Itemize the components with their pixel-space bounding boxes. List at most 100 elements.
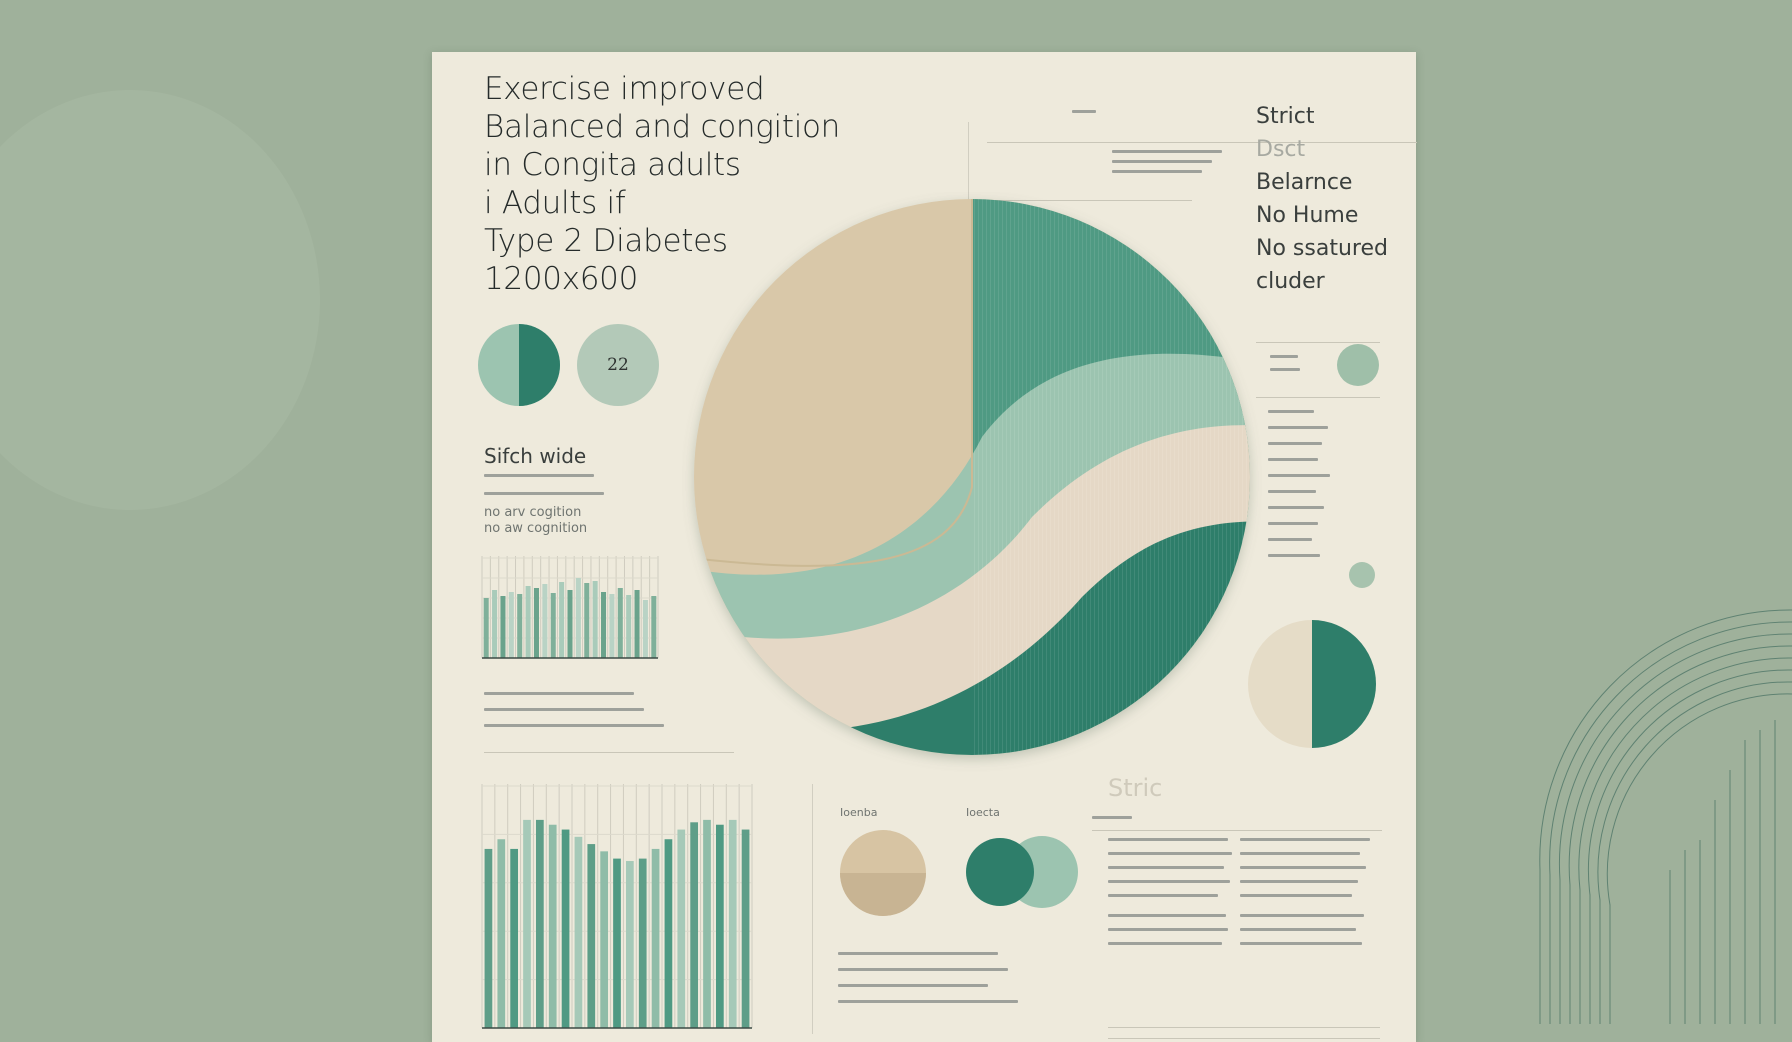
slice-edge bbox=[694, 199, 973, 567]
text-placeholder bbox=[1270, 355, 1298, 358]
bar bbox=[664, 839, 673, 1028]
bar bbox=[741, 829, 750, 1028]
bar bbox=[716, 824, 724, 1028]
text-placeholder bbox=[838, 1000, 1018, 1003]
bar bbox=[517, 594, 523, 658]
bar bbox=[567, 590, 573, 658]
title-line: Balanced and congition bbox=[484, 109, 841, 145]
body-line: no arv cogition bbox=[484, 505, 582, 520]
small-bar-chart bbox=[481, 556, 659, 659]
bar bbox=[550, 593, 556, 658]
bar bbox=[584, 583, 590, 658]
bar bbox=[634, 590, 640, 658]
sidebar-dot bbox=[1349, 562, 1375, 588]
bar bbox=[651, 848, 660, 1028]
bar bbox=[548, 824, 557, 1028]
sidebar-small-lines bbox=[1268, 410, 1358, 590]
bar bbox=[651, 596, 657, 658]
title-line: i Adults if bbox=[484, 185, 626, 221]
title-line: Exercise improved bbox=[484, 71, 765, 107]
bar bbox=[525, 586, 531, 658]
bar bbox=[613, 858, 621, 1028]
bar bbox=[510, 848, 518, 1028]
bar bbox=[574, 836, 583, 1028]
bar bbox=[677, 829, 686, 1028]
bar bbox=[642, 600, 648, 658]
poster-title: Exercise improved Balanced and congition… bbox=[484, 70, 944, 298]
bar bbox=[626, 595, 632, 658]
bar bbox=[617, 588, 623, 658]
sidebar-line: No ssatured bbox=[1256, 236, 1388, 261]
bottom-right-divider bbox=[1092, 830, 1382, 831]
text-placeholder bbox=[1270, 368, 1300, 371]
bar bbox=[587, 844, 596, 1028]
badge-value: 22 bbox=[607, 355, 629, 375]
text-placeholder bbox=[838, 984, 988, 987]
bar bbox=[703, 819, 711, 1028]
text-placeholder bbox=[1112, 170, 1202, 173]
background-arcs bbox=[1539, 609, 1792, 1024]
top-mid-text-block bbox=[962, 110, 1192, 201]
sidebar-line: cluder bbox=[1256, 269, 1325, 294]
bottom-vertical-rule bbox=[812, 784, 813, 1034]
bar bbox=[497, 839, 506, 1028]
bar bbox=[728, 819, 737, 1028]
pie-slice bbox=[1312, 620, 1376, 748]
large-bar-chart bbox=[481, 784, 753, 1029]
text-placeholder bbox=[1092, 816, 1132, 819]
small-header: Ioecta bbox=[966, 806, 1000, 819]
sidebar-line: Belarnce bbox=[1256, 170, 1353, 195]
bottom-right-heading: Stric bbox=[1108, 774, 1163, 802]
bottom-right-divider bbox=[1108, 1038, 1380, 1039]
bar bbox=[484, 848, 493, 1028]
bottom-right-divider bbox=[1108, 1027, 1380, 1028]
bar bbox=[609, 594, 615, 658]
bar bbox=[601, 592, 607, 658]
text-placeholder bbox=[1112, 150, 1222, 153]
text-placeholder bbox=[484, 708, 644, 711]
bar bbox=[600, 851, 608, 1028]
right-two-tone-circle bbox=[1248, 620, 1376, 748]
bar bbox=[533, 588, 539, 658]
title-line: Type 2 Diabetes bbox=[484, 223, 728, 259]
text-placeholder bbox=[838, 968, 1008, 971]
top-divider bbox=[987, 142, 1417, 143]
title-line: in Congita adults bbox=[484, 147, 741, 183]
sidebar-line: No Hume bbox=[1256, 203, 1359, 228]
text-placeholder bbox=[838, 952, 998, 955]
text-placeholder bbox=[1112, 160, 1212, 163]
text-placeholder bbox=[484, 492, 604, 495]
bar bbox=[561, 829, 570, 1028]
bar bbox=[492, 590, 498, 658]
bar bbox=[508, 592, 514, 658]
texture-overlay bbox=[972, 199, 1250, 755]
sidebar-right: Strict Dsct Belarnce No Hume No ssatured… bbox=[1256, 100, 1388, 298]
left-split-circle bbox=[478, 324, 560, 406]
sand-circle bbox=[840, 830, 926, 916]
bar bbox=[483, 598, 489, 658]
poster-sheet: Exercise improved Balanced and congition… bbox=[432, 52, 1417, 1042]
bar bbox=[542, 584, 548, 658]
overlap-circles bbox=[966, 836, 1078, 908]
sidebar-mini-dot bbox=[1337, 344, 1379, 386]
left-divider bbox=[484, 752, 734, 753]
main-circle-chart bbox=[694, 199, 1250, 755]
bar bbox=[592, 581, 598, 658]
sidebar-line: Dsct bbox=[1256, 137, 1306, 162]
bar bbox=[638, 858, 647, 1028]
bar bbox=[626, 861, 634, 1028]
body-line: no aw cognition bbox=[484, 521, 588, 536]
bar bbox=[500, 596, 506, 658]
text-placeholder bbox=[484, 724, 664, 727]
background-blob bbox=[0, 90, 320, 510]
bar bbox=[523, 819, 531, 1028]
bottom-right-paragraph bbox=[1108, 838, 1380, 998]
text-placeholder bbox=[484, 474, 594, 477]
sidebar-heading: Strict bbox=[1256, 104, 1315, 129]
text-placeholder bbox=[484, 692, 634, 695]
bar bbox=[575, 578, 581, 658]
section-label: Sifch wide bbox=[484, 444, 587, 468]
title-line: 1200x600 bbox=[484, 261, 639, 297]
value-badge: 22 bbox=[577, 324, 659, 406]
bar bbox=[690, 822, 698, 1028]
